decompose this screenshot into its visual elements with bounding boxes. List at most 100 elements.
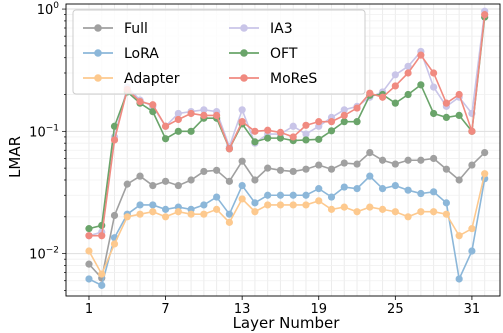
- data-point: [340, 106, 348, 114]
- data-point: [85, 232, 93, 240]
- data-point: [238, 195, 246, 203]
- data-point: [378, 156, 387, 164]
- data-point: [315, 197, 323, 205]
- data-point: [251, 176, 259, 184]
- legend-label-ia3: IA3: [270, 21, 293, 37]
- data-point: [455, 176, 463, 184]
- data-point: [302, 121, 310, 129]
- data-point: [213, 166, 221, 174]
- legend-label-lora: LoRA: [124, 46, 159, 62]
- data-point: [442, 199, 450, 207]
- y-tick-label: 100: [37, 1, 60, 18]
- legend-label-adapter: Adapter: [124, 71, 180, 87]
- data-point: [276, 128, 285, 137]
- series-line: [88, 175, 486, 287]
- data-point: [251, 199, 259, 207]
- legend-marker: [94, 24, 102, 32]
- data-point: [404, 156, 412, 164]
- data-point: [340, 183, 348, 191]
- legend-marker: [94, 74, 102, 82]
- data-point: [110, 211, 119, 220]
- data-point: [289, 201, 297, 209]
- data-point: [213, 111, 221, 119]
- legend-marker: [240, 49, 248, 57]
- data-point: [391, 99, 399, 107]
- data-point: [455, 275, 463, 283]
- data-point: [187, 176, 195, 184]
- data-point: [353, 118, 361, 126]
- data-point: [481, 148, 489, 157]
- data-point: [340, 118, 348, 126]
- data-point: [174, 208, 182, 216]
- data-point: [391, 181, 399, 190]
- data-point: [417, 81, 425, 89]
- data-point: [187, 127, 195, 135]
- legend-label-full: Full: [124, 21, 148, 37]
- data-point: [327, 118, 336, 126]
- x-tick-label: 19: [310, 302, 327, 317]
- data-point: [276, 201, 285, 209]
- x-tick-label: 25: [387, 302, 404, 317]
- data-point: [264, 126, 272, 134]
- legend-label-oft: OFT: [270, 46, 298, 62]
- data-point: [200, 210, 208, 218]
- data-point: [289, 167, 297, 176]
- data-point: [302, 191, 310, 199]
- x-tick-label: 13: [234, 302, 251, 317]
- data-point: [213, 205, 221, 213]
- data-point: [200, 201, 208, 209]
- data-point: [417, 51, 425, 59]
- data-point: [340, 111, 348, 119]
- data-point: [353, 104, 361, 112]
- data-point: [161, 205, 170, 213]
- data-point: [366, 172, 374, 180]
- data-point: [404, 69, 412, 77]
- data-point: [404, 62, 412, 70]
- data-point: [391, 71, 399, 79]
- data-point: [174, 127, 182, 135]
- data-point: [276, 166, 285, 174]
- data-point: [430, 154, 438, 163]
- data-point: [85, 260, 93, 268]
- data-point: [251, 138, 259, 146]
- data-point: [404, 90, 412, 99]
- data-point: [200, 167, 208, 176]
- data-point: [302, 136, 310, 144]
- data-point: [417, 208, 425, 216]
- data-point: [404, 186, 412, 194]
- x-tick-label: 31: [464, 302, 481, 317]
- data-point: [264, 164, 272, 172]
- data-point: [391, 208, 399, 216]
- data-point: [123, 180, 131, 188]
- data-point: [468, 127, 476, 135]
- data-point: [187, 210, 195, 218]
- data-point: [238, 181, 246, 190]
- data-point: [468, 225, 476, 233]
- data-point: [468, 161, 476, 169]
- data-point: [136, 172, 144, 180]
- data-point: [136, 201, 144, 209]
- data-point: [110, 240, 119, 248]
- data-point: [468, 247, 476, 255]
- data-point: [264, 134, 272, 142]
- data-point: [340, 203, 348, 211]
- data-point: [327, 193, 336, 201]
- data-point: [251, 127, 259, 135]
- legend-marker: [240, 74, 248, 82]
- x-ticks: 1 7 13 19 25 31: [85, 296, 480, 317]
- data-point: [289, 133, 297, 141]
- data-point: [225, 145, 233, 153]
- data-point: [327, 205, 336, 213]
- data-point: [98, 221, 106, 230]
- data-point: [276, 134, 285, 142]
- data-point: [353, 160, 361, 168]
- data-point: [378, 185, 387, 193]
- data-point: [315, 185, 323, 193]
- data-point: [455, 232, 463, 240]
- data-point: [378, 205, 387, 213]
- data-point: [225, 177, 233, 185]
- data-point: [430, 69, 438, 77]
- data-point: [378, 93, 387, 101]
- data-point: [161, 177, 170, 185]
- data-point: [442, 113, 450, 121]
